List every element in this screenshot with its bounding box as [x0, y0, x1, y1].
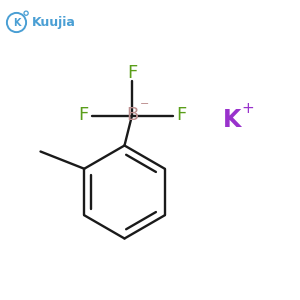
Text: Kuujia: Kuujia: [32, 16, 75, 29]
Text: K: K: [13, 17, 20, 28]
Text: +: +: [241, 101, 254, 116]
Text: −: −: [140, 98, 149, 109]
Text: F: F: [176, 106, 186, 124]
Text: K: K: [223, 108, 242, 132]
Text: B: B: [126, 106, 138, 124]
Text: F: F: [78, 106, 88, 124]
Text: F: F: [127, 64, 137, 82]
